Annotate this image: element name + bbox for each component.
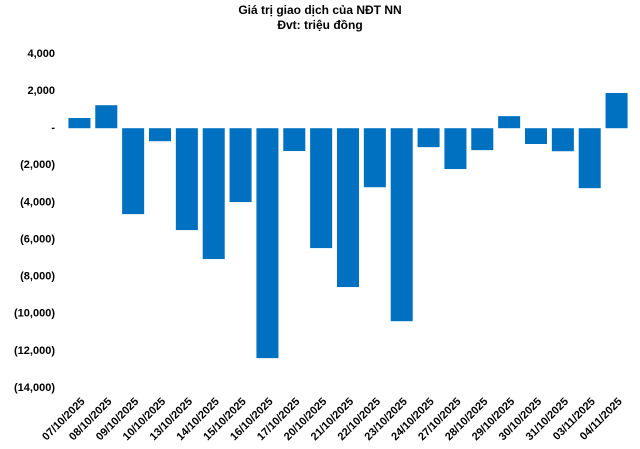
- bar: [336, 128, 360, 288]
- bar: [471, 128, 494, 151]
- chart-title: Giá trị giao dịch của NĐT NN: [238, 3, 401, 17]
- y-tick-label: (10,000): [14, 308, 55, 320]
- bar: [417, 128, 440, 148]
- y-tick-label: 4,000: [27, 48, 55, 60]
- bar: [256, 128, 279, 359]
- bar: [498, 116, 521, 129]
- bar: [68, 118, 91, 129]
- y-tick-label: 2,000: [27, 85, 55, 97]
- bar: [310, 128, 333, 249]
- bar: [175, 128, 198, 231]
- y-tick-label: (2,000): [20, 159, 55, 171]
- bar: [363, 128, 386, 188]
- y-tick-label: (12,000): [14, 345, 55, 357]
- chart-subtitle: Đvt: triệu đồng: [277, 18, 362, 32]
- bar: [202, 128, 225, 260]
- bar: [148, 128, 172, 142]
- bar: [390, 128, 413, 322]
- y-tick-label: (14,000): [14, 382, 55, 394]
- bar: [283, 128, 306, 152]
- bar: [95, 105, 118, 129]
- bar: [578, 128, 601, 189]
- bar: [605, 92, 628, 129]
- y-tick-label: (8,000): [20, 271, 55, 283]
- y-tick-label: (6,000): [20, 233, 55, 245]
- bar: [444, 128, 467, 170]
- bar: [122, 128, 145, 215]
- bar: [229, 128, 252, 203]
- bar: [524, 128, 548, 144]
- bar: [551, 128, 574, 152]
- y-tick-label: -: [51, 122, 55, 134]
- y-tick-label: (4,000): [20, 196, 55, 208]
